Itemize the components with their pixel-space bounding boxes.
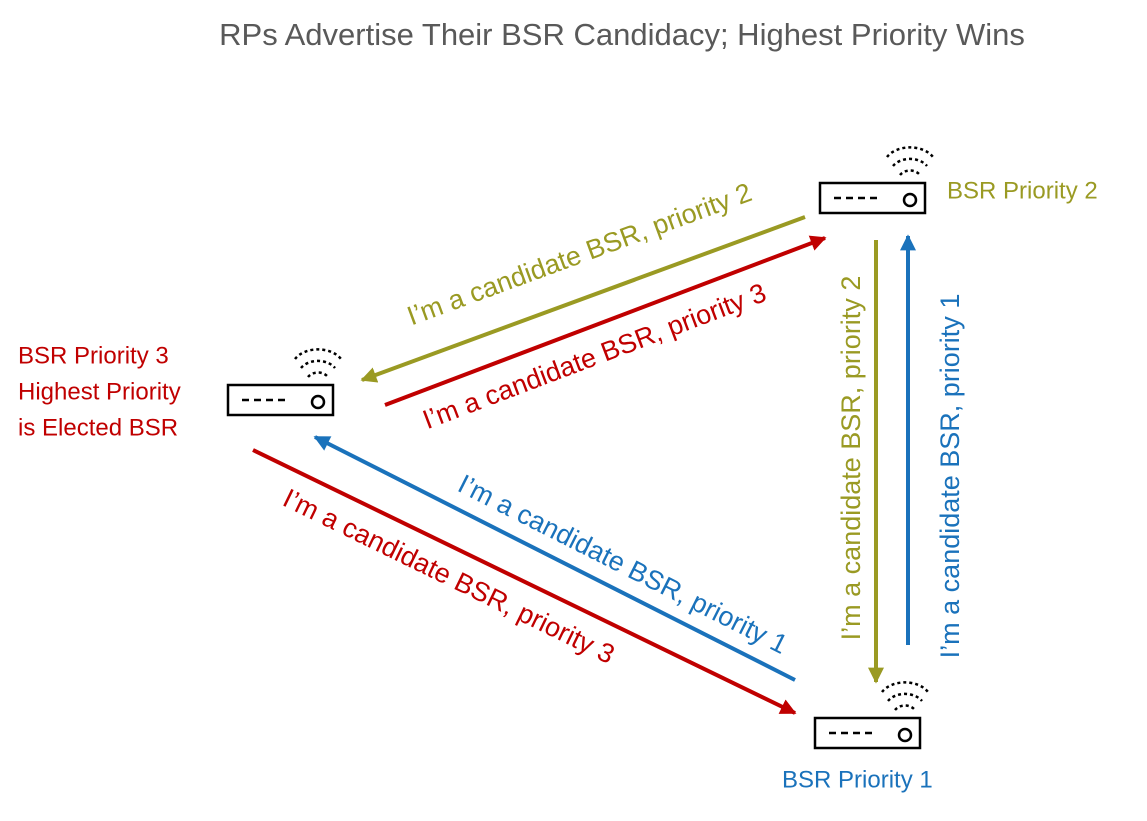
arrow	[360, 215, 806, 383]
node-label: BSR Priority 1	[782, 766, 933, 793]
node-label: is Elected BSR	[18, 414, 178, 441]
message-label: I’m a candidate BSR, priority 3	[278, 483, 619, 670]
message-label: I’m a candidate BSR, priority 1	[935, 294, 965, 659]
router	[813, 681, 929, 750]
message-label: I’m a candidate BSR, priority 2	[836, 276, 866, 641]
node-label: BSR Priority 3	[18, 342, 169, 369]
node-label: BSR Priority 2	[947, 177, 1098, 204]
arrow	[252, 448, 797, 715]
node-label: Highest Priority	[18, 378, 181, 405]
router	[818, 146, 934, 215]
arrow	[384, 235, 827, 407]
router	[226, 348, 342, 417]
title: RPs Advertise Their BSR Candidacy; Highe…	[219, 17, 1025, 52]
arrow	[313, 435, 796, 682]
